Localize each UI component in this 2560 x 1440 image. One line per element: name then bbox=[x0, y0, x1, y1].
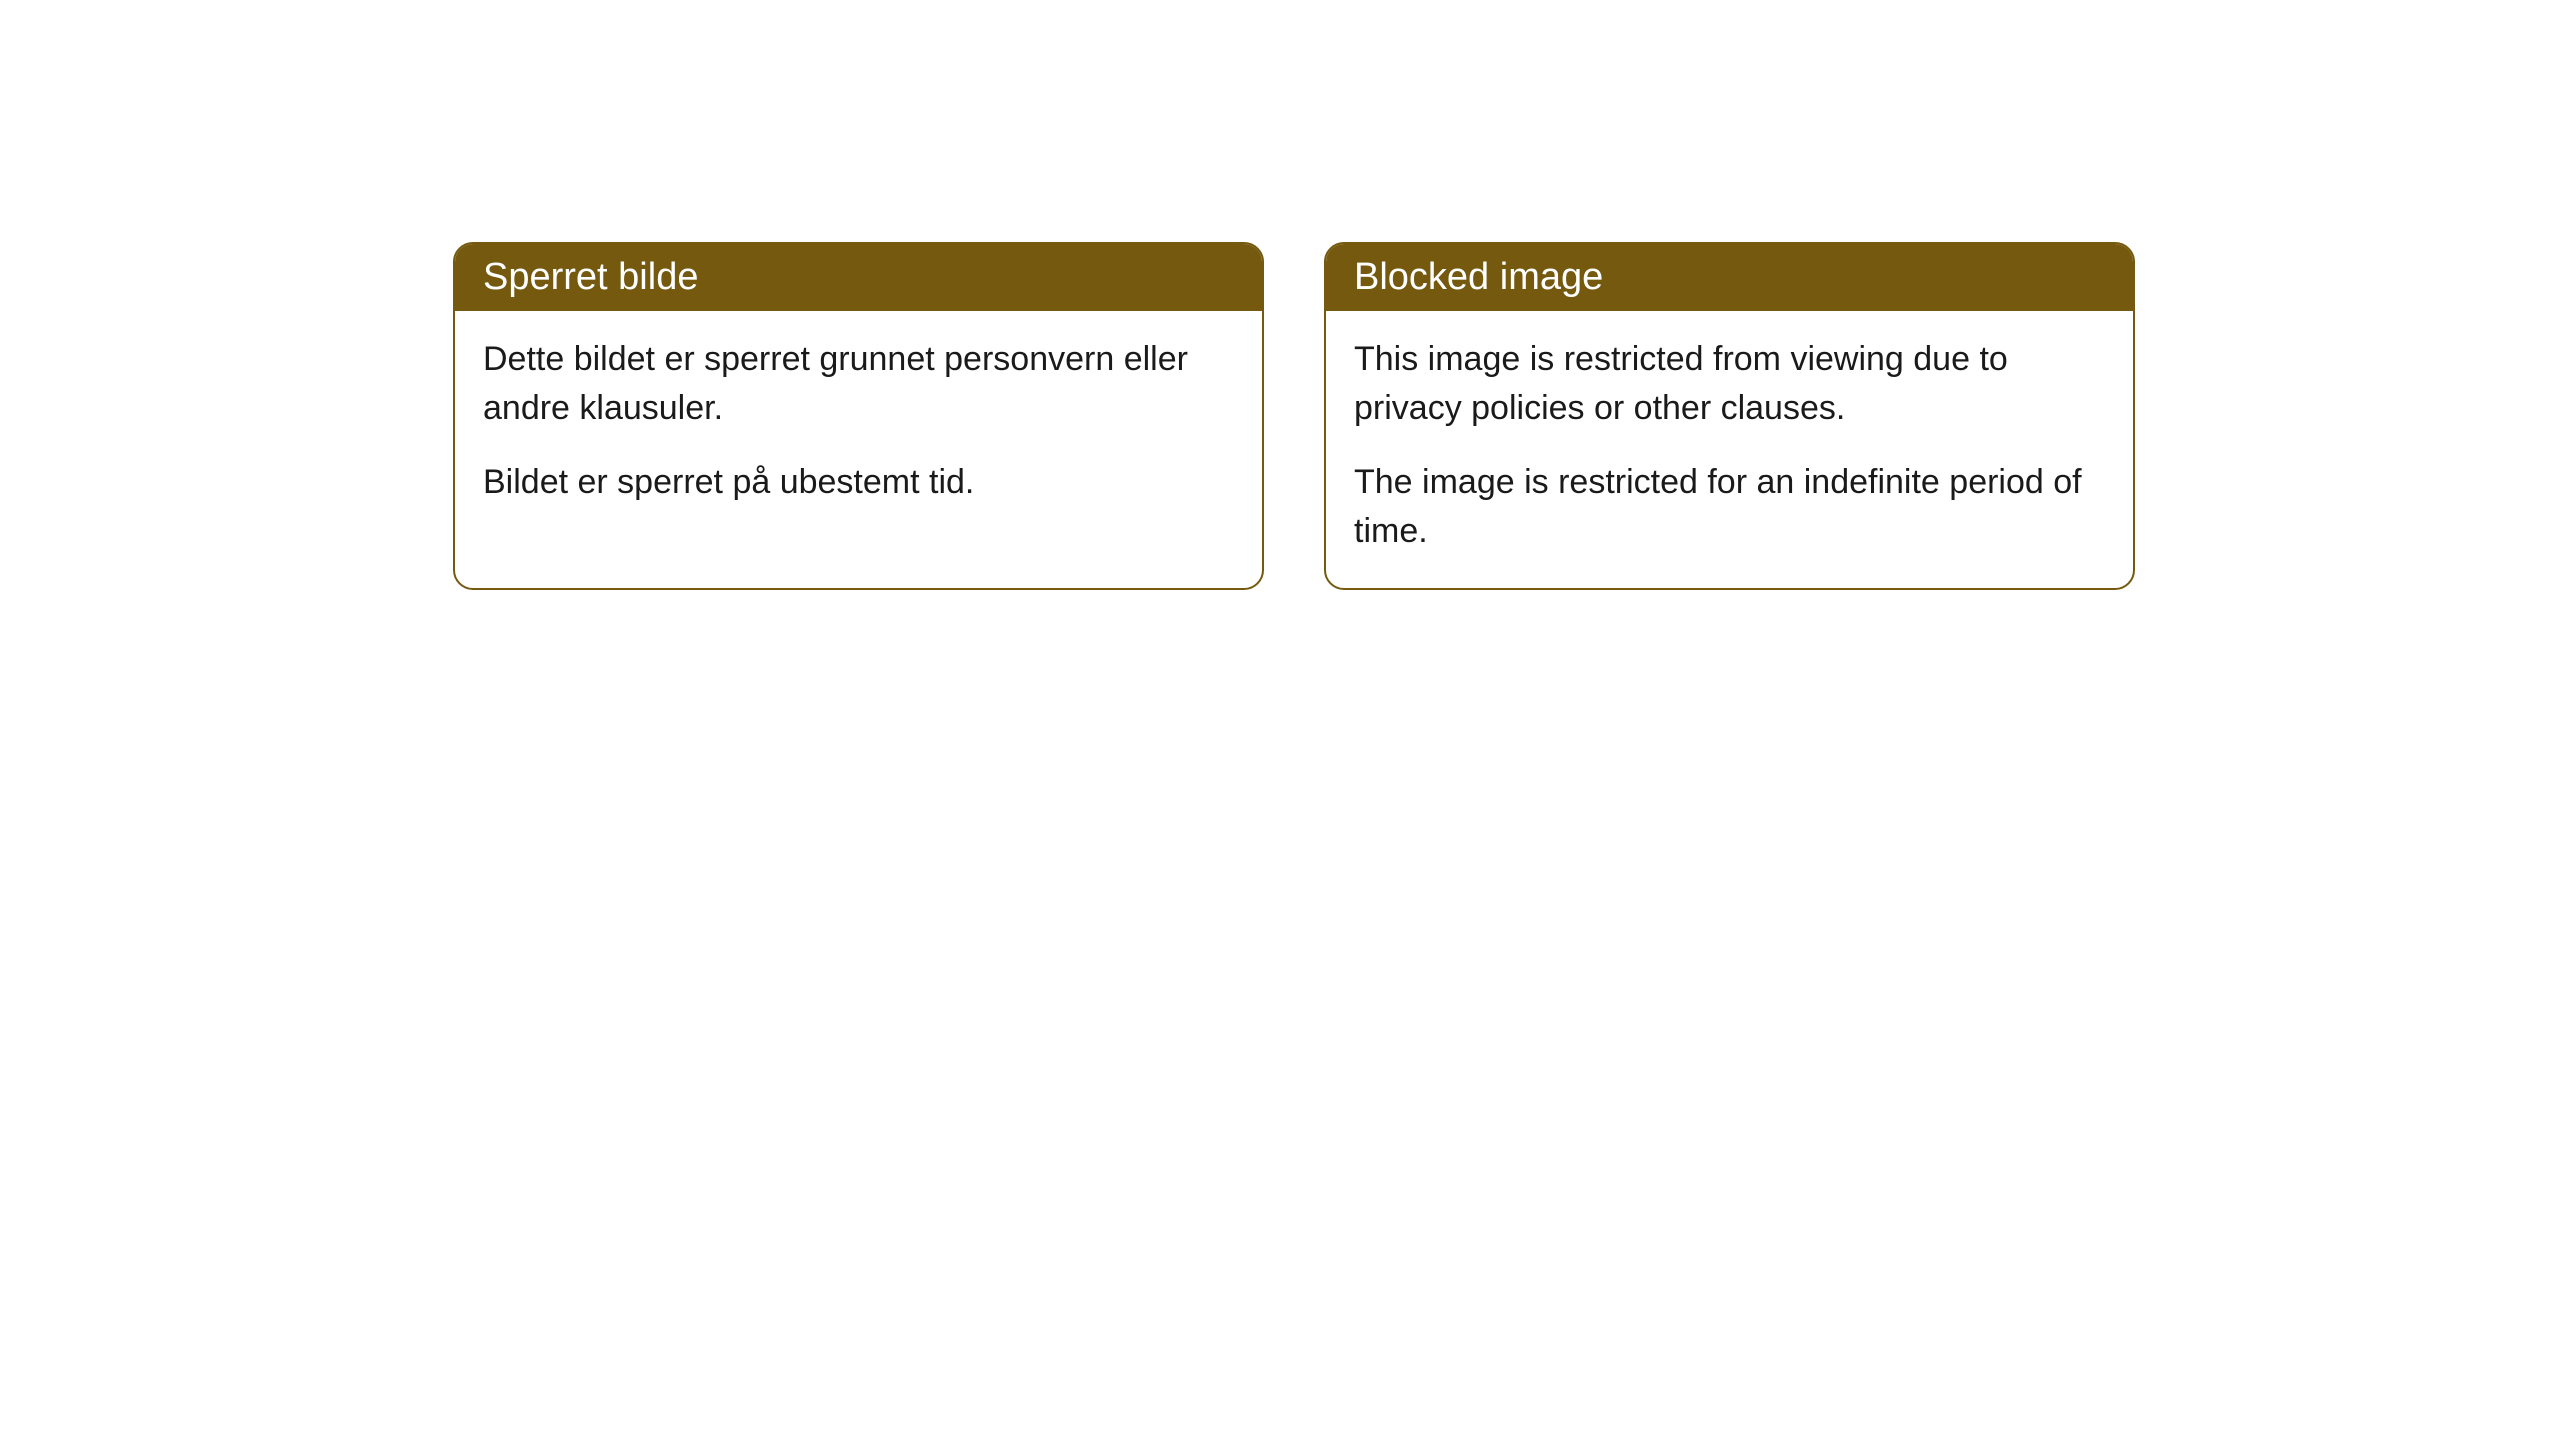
cards-container: Sperret bilde Dette bildet er sperret gr… bbox=[453, 242, 2135, 590]
card-paragraph: This image is restricted from viewing du… bbox=[1354, 335, 2105, 434]
card-header-english: Blocked image bbox=[1326, 244, 2133, 311]
notice-card-norwegian: Sperret bilde Dette bildet er sperret gr… bbox=[453, 242, 1264, 590]
notice-card-english: Blocked image This image is restricted f… bbox=[1324, 242, 2135, 590]
card-body-english: This image is restricted from viewing du… bbox=[1326, 311, 2133, 588]
card-header-norwegian: Sperret bilde bbox=[455, 244, 1262, 311]
card-body-norwegian: Dette bildet er sperret grunnet personve… bbox=[455, 311, 1262, 539]
card-paragraph: The image is restricted for an indefinit… bbox=[1354, 458, 2105, 557]
card-paragraph: Dette bildet er sperret grunnet personve… bbox=[483, 335, 1234, 434]
card-paragraph: Bildet er sperret på ubestemt tid. bbox=[483, 458, 1234, 507]
